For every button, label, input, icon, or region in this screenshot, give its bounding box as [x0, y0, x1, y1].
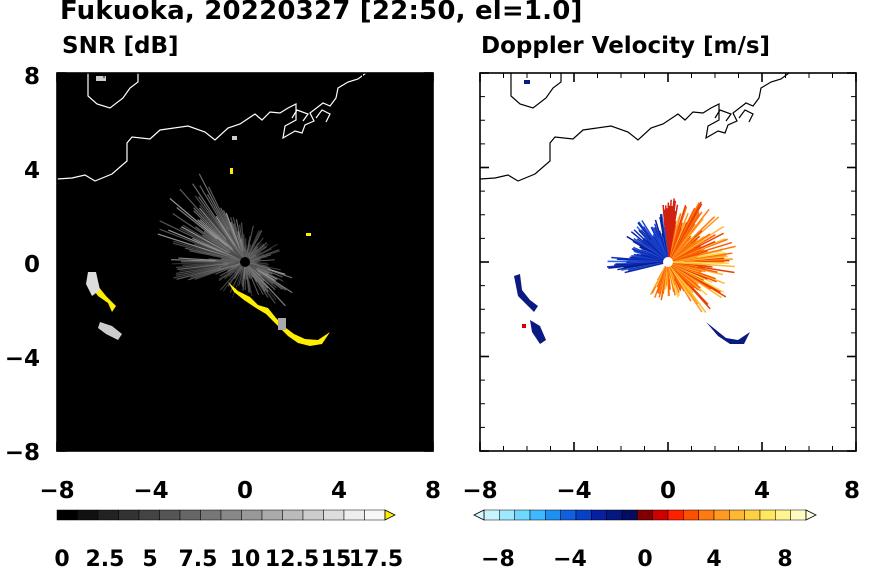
doppler-colorbar-swatch [667, 509, 684, 521]
snr-colorbar-label: 5 [142, 547, 157, 570]
doppler-colorbar-swatch [698, 509, 715, 521]
doppler-ray [624, 261, 669, 274]
doppler-colorbar [473, 509, 817, 521]
doppler-colorbar-labels: −8 −4 0 4 8 [481, 547, 793, 570]
snr-panel-title: SNR [dB] [62, 33, 179, 59]
snr-colorbar-swatch [282, 509, 304, 521]
doppler-echo-patches [514, 80, 750, 344]
doppler-ray [667, 261, 730, 265]
doppler-panel-title: Doppler Velocity [m/s] [481, 33, 771, 59]
doppler-colorbar-swatch [560, 509, 577, 521]
snr-colorbar-swatch [220, 509, 242, 521]
snr-y-tick: −8 [5, 440, 40, 466]
snr-colorbar-swatch [323, 509, 345, 521]
doppler-colorbar-swatch [713, 509, 730, 521]
snr-colorbar-swatch [56, 509, 78, 521]
doppler-colorbar-swatch [744, 509, 761, 521]
snr-colorbar-label: 12.5 [265, 547, 319, 570]
doppler-colorbar-swatch [652, 509, 669, 521]
doppler-colorbar-extend-high [805, 509, 817, 521]
doppler-colorbar-swatch [683, 509, 699, 521]
snr-x-tick: 4 [331, 478, 347, 504]
doppler-colorbar-label: 0 [637, 547, 652, 570]
doppler-colorbar-swatch [775, 509, 791, 521]
snr-x-tick: −8 [39, 478, 74, 504]
snr-colorbar-swatch [241, 509, 263, 521]
doppler-colorbar-label: −4 [553, 547, 587, 570]
snr-colorbar-swatch [77, 509, 99, 521]
snr-colorbar-swatch [179, 509, 201, 521]
snr-x-tick: 8 [425, 478, 441, 504]
snr-colorbar-swatch [200, 509, 222, 521]
snr-coastline [57, 73, 367, 182]
snr-x-tick-labels: −8 −4 0 4 8 [39, 478, 441, 504]
snr-colorbar-label: 0 [54, 547, 69, 570]
doppler-colorbar-swatch [637, 509, 653, 521]
doppler-x-tick: −4 [556, 478, 591, 504]
snr-colorbar-swatch [302, 509, 324, 521]
snr-x-tick: 0 [237, 478, 253, 504]
doppler-colorbar-swatch [790, 509, 807, 521]
doppler-colorbar-label: 8 [777, 547, 792, 570]
snr-colorbar-swatch [138, 509, 160, 521]
doppler-colorbar-swatch [621, 509, 638, 521]
doppler-coastline [480, 73, 790, 182]
snr-colorbar-swatch [97, 509, 119, 521]
doppler-panel [479, 72, 857, 452]
snr-colorbar-label: 2.5 [86, 547, 125, 570]
doppler-colorbar-label: −8 [481, 547, 515, 570]
figure-title: Fukuoka, 20220327 [22:50, el=1.0] [60, 0, 583, 26]
snr-colorbar-extend [384, 509, 396, 521]
doppler-colorbar-swatch [499, 509, 515, 521]
doppler-colorbar-swatch [729, 509, 745, 521]
snr-y-tick-labels: 8 4 0 −4 −8 [5, 64, 40, 466]
snr-coastline-north [87, 73, 139, 109]
snr-x-tick: −4 [133, 478, 168, 504]
doppler-colorbar-extend-low [473, 509, 485, 521]
snr-y-tick: −4 [5, 346, 40, 372]
snr-colorbar-swatch [343, 509, 365, 521]
snr-echo-highlights [86, 76, 330, 346]
doppler-colorbar-swatch [514, 509, 531, 521]
snr-y-tick: 4 [24, 158, 40, 184]
doppler-colorbar-label: 4 [706, 547, 721, 570]
snr-colorbar-label: 17.5 [349, 547, 403, 570]
doppler-colorbar-swatch [591, 509, 607, 521]
doppler-x-tick: 0 [660, 478, 676, 504]
doppler-colorbar-swatch [575, 509, 592, 521]
doppler-colorbar-swatch [759, 509, 776, 521]
snr-colorbar-labels: 0 2.5 5 7.5 10 12.5 15 17.5 [54, 547, 403, 570]
doppler-colorbar-swatch [606, 509, 623, 521]
snr-colorbar-swatch [159, 509, 181, 521]
snr-panel [56, 72, 434, 452]
doppler-colorbar-swatch [529, 509, 546, 521]
doppler-coast-inlet [714, 109, 754, 123]
snr-colorbar-label: 10 [230, 547, 261, 570]
doppler-colorbar-swatch [545, 509, 561, 521]
snr-colorbar-swatch [261, 509, 283, 521]
snr-colorbar-swatch [364, 509, 386, 521]
doppler-x-tick: 8 [844, 478, 860, 504]
snr-colorbar-label: 15 [321, 547, 352, 570]
doppler-coastline-north [510, 73, 562, 109]
snr-coast-inlet [291, 109, 331, 123]
doppler-x-tick: −8 [462, 478, 497, 504]
snr-colorbar-swatch [118, 509, 140, 521]
doppler-colorbar-swatch [483, 509, 500, 521]
doppler-x-tick-labels: −8 −4 0 4 8 [462, 478, 860, 504]
snr-colorbar [56, 509, 396, 521]
doppler-x-tick: 4 [754, 478, 770, 504]
snr-y-tick: 8 [24, 64, 40, 90]
snr-colorbar-label: 7.5 [179, 547, 218, 570]
doppler-echo-rays [606, 198, 736, 314]
snr-y-tick: 0 [24, 252, 40, 278]
